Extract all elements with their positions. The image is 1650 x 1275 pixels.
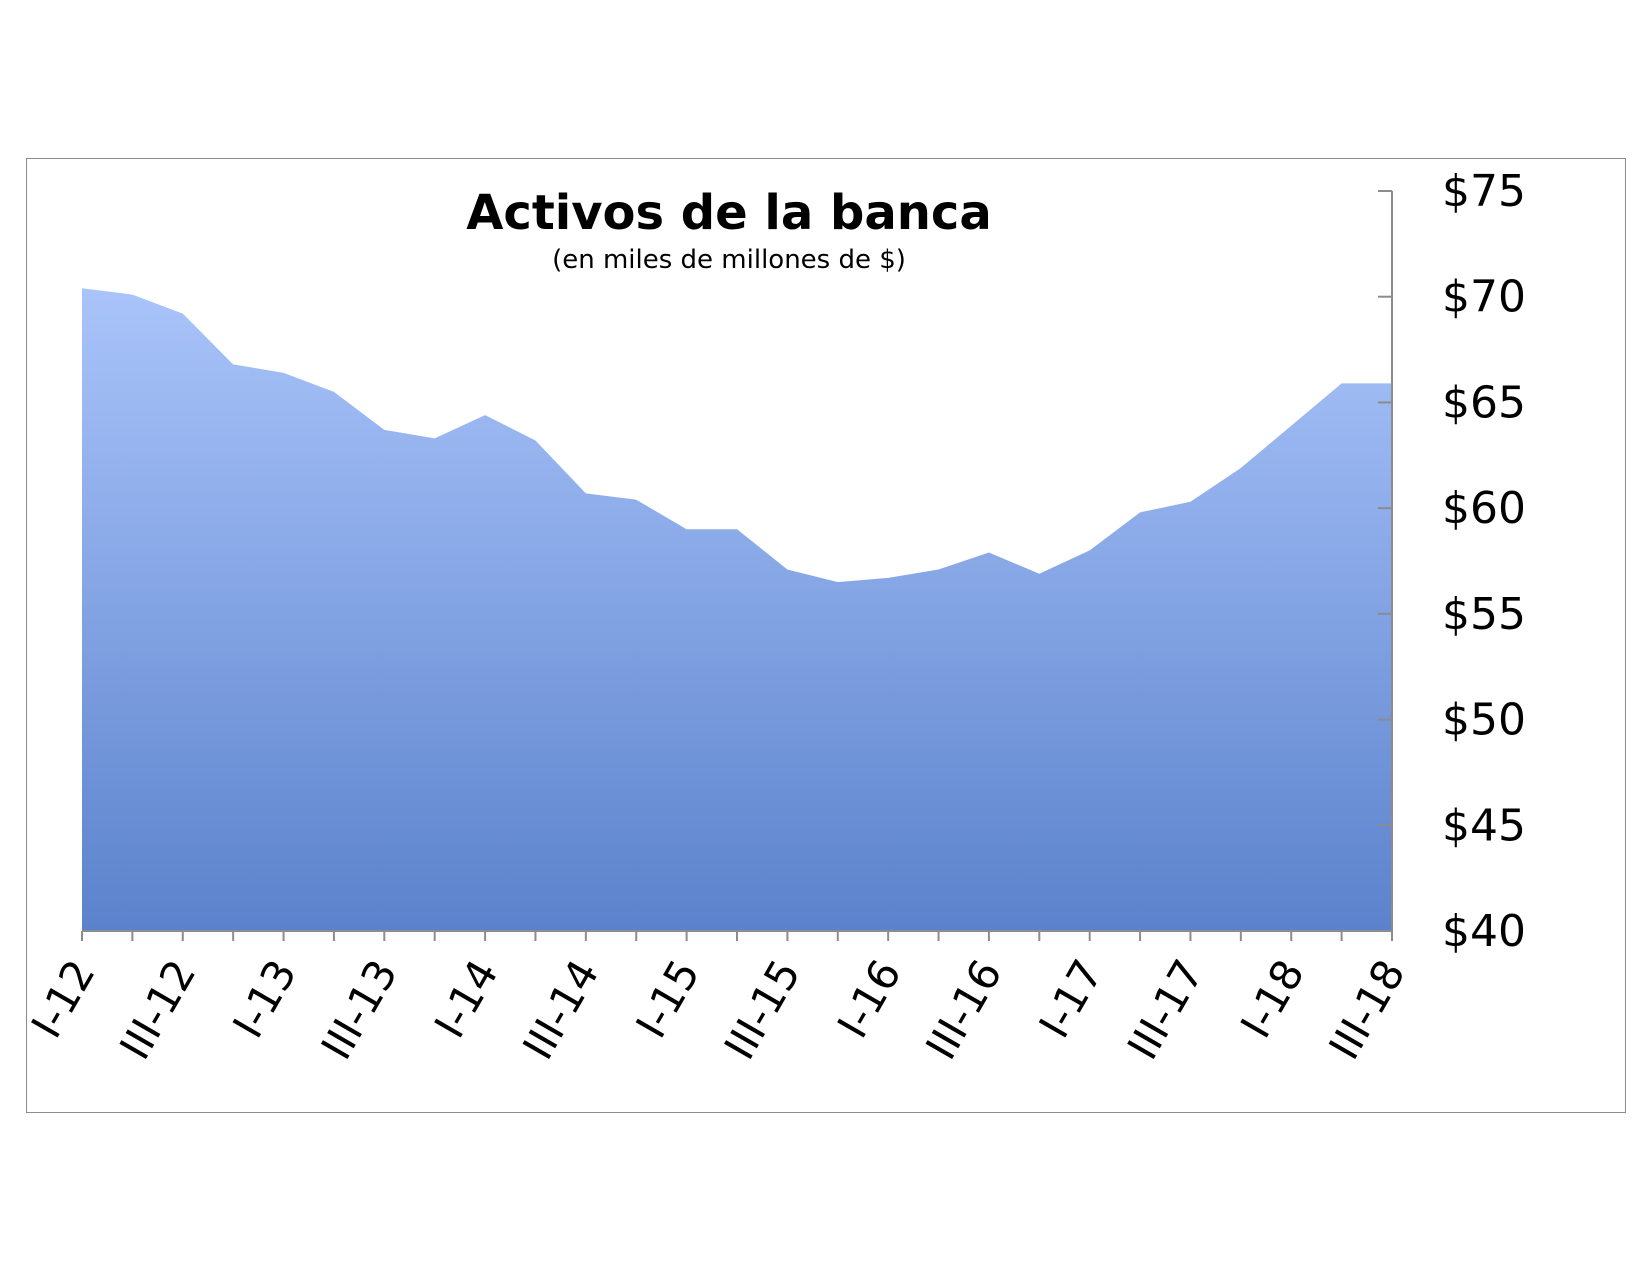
y-tick-labels: $40 $45 $50 $55 $60 $65 $70 $75 — [1442, 166, 1526, 957]
chart-svg: Activos de la banca (en miles de millone… — [27, 166, 1526, 1068]
x-tick-label: III-16 — [916, 952, 1011, 1068]
x-tick-label: I-14 — [425, 952, 508, 1047]
x-tick-label: I-16 — [828, 952, 911, 1047]
y-tick-label: $45 — [1442, 800, 1526, 851]
x-tick-label: III-13 — [312, 952, 407, 1068]
x-tick-label: III-15 — [715, 952, 810, 1068]
x-tick-label: III-18 — [1319, 952, 1414, 1068]
x-tick-label: III-17 — [1118, 952, 1213, 1068]
x-tick-label: I-13 — [223, 952, 306, 1047]
x-tick-labels: I-12 III-12 I-13 III-13 I-14 III-14 I-15 III-15… — [27, 952, 1415, 1068]
y-tick-label: $65 — [1442, 377, 1526, 428]
x-tick-label: I-18 — [1231, 952, 1314, 1047]
y-tick-label: $55 — [1442, 589, 1526, 640]
chart-subtitle: (en miles de millones de $) — [552, 245, 906, 275]
x-tick-label: III-12 — [110, 952, 205, 1068]
area-series-0 — [82, 288, 1392, 931]
x-tick-label: I-12 — [27, 952, 105, 1047]
area-layer — [82, 288, 1392, 931]
y-tick-label: $60 — [1442, 483, 1526, 534]
x-tick-label: I-15 — [626, 952, 709, 1047]
chart-frame: Activos de la banca (en miles de millone… — [26, 158, 1626, 1113]
chart-title: Activos de la banca — [466, 185, 992, 241]
y-tick-label: $75 — [1442, 166, 1526, 217]
x-tick-label: I-17 — [1029, 952, 1112, 1047]
y-tick-label: $40 — [1442, 906, 1526, 957]
axis-layer — [81, 190, 1393, 941]
y-tick-label: $50 — [1442, 695, 1526, 746]
y-tick-label: $70 — [1442, 272, 1526, 323]
x-tick-label: III-14 — [513, 952, 608, 1068]
